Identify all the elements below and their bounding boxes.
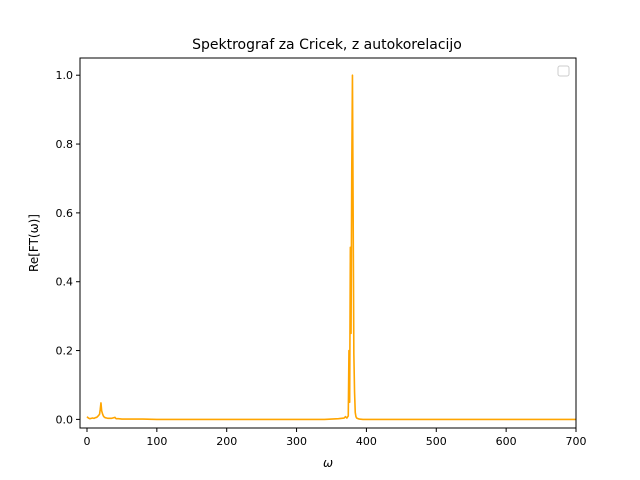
x-tick-label: 300 (286, 435, 307, 448)
y-tick-label: 0.0 (56, 413, 74, 426)
y-tick-label: 0.4 (56, 276, 74, 289)
y-tick-label: 0.6 (56, 207, 74, 220)
plot-frame (79, 57, 577, 429)
x-tick-label: 600 (496, 435, 517, 448)
x-tick-label: 500 (426, 435, 447, 448)
x-tick-label: 0 (83, 435, 90, 448)
y-tick-label: 0.8 (56, 138, 74, 151)
x-tick-label: 100 (146, 435, 167, 448)
series-line-0 (86, 74, 576, 421)
x-tick-label: 200 (216, 435, 237, 448)
legend-box (557, 65, 570, 77)
x-axis-label: ω (323, 456, 333, 470)
y-tick-label: 1.0 (56, 69, 74, 82)
x-tick-label: 700 (566, 435, 587, 448)
x-tick-label: 400 (356, 435, 377, 448)
chart-title: Spektrograf za Cricek, z autokorelacijo (192, 37, 462, 53)
y-axis-label: Re[FT(ω)] (27, 214, 41, 272)
y-tick-label: 0.2 (56, 345, 74, 358)
